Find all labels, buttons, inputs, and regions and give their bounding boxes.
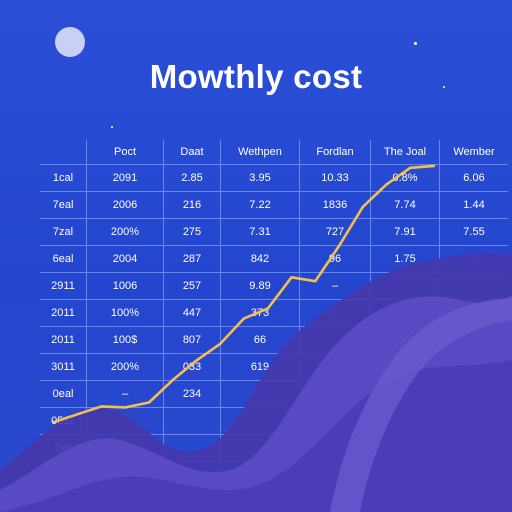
table-cell: 200% <box>86 218 164 246</box>
table-cell: 2091 <box>86 164 164 192</box>
table-cell: 3011 <box>40 353 87 381</box>
table-header-cell: Poct <box>86 140 164 165</box>
table-cell: 216 <box>163 191 221 219</box>
star-decoration <box>443 86 445 88</box>
table-header-cell: Fordlan <box>299 140 371 165</box>
table-cell: 6.06 <box>439 164 508 192</box>
table-cell: 0eal <box>40 380 87 408</box>
table-cell: 7.74 <box>370 191 440 219</box>
table-cell <box>163 407 221 435</box>
table-cell: 200% <box>86 353 164 381</box>
wave-highlight <box>330 298 512 512</box>
series-line <box>52 164 436 424</box>
table-cell: 842 <box>220 245 300 273</box>
table-cell: 257 <box>163 272 221 300</box>
table-header-row: Poct Daat Wethpen Fordlan The Joal Wembe… <box>40 140 508 165</box>
table-cell: 10.33 <box>299 164 371 192</box>
table-cell: 1cal <box>40 164 87 192</box>
table-cell: 447 <box>163 299 221 327</box>
moon-decoration <box>55 27 85 57</box>
table-cell: 7.55 <box>439 218 508 246</box>
table-row: 7eal 2006 216 7.22 1836 7.74 1.44 <box>40 191 508 219</box>
table-cell: 2.85 <box>163 164 221 192</box>
table-header-cell: Daat <box>163 140 221 165</box>
table-cell: 2006 <box>86 191 164 219</box>
table-cell: 2911 <box>40 272 87 300</box>
table-cell: 727 <box>299 218 371 246</box>
table-cell: 1006 <box>86 272 164 300</box>
table-cell: 7zal <box>40 218 87 246</box>
table-cell: 2011 <box>40 299 87 327</box>
table-cell: 234 <box>163 380 221 408</box>
table-cell: 2004 <box>86 245 164 273</box>
table-header-cell: Wember <box>439 140 508 165</box>
table-cell: 7.91 <box>370 218 440 246</box>
table-cell: 7eal <box>40 191 87 219</box>
table-cell: 7.31 <box>220 218 300 246</box>
table-cell: 3.95 <box>220 164 300 192</box>
table-cell: 100$ <box>86 326 164 354</box>
table-header-cell <box>40 140 87 165</box>
table-cell: 6eal <box>40 245 87 273</box>
star-decoration <box>111 126 113 128</box>
table-cell: 2011 <box>40 326 87 354</box>
star-decoration <box>414 42 417 45</box>
table-cell: 275 <box>163 218 221 246</box>
table-header-cell: The Joal <box>370 140 440 165</box>
table-cell: 7.22 <box>220 191 300 219</box>
chart-title: Mowthly cost <box>149 58 363 95</box>
table-row: 7zal 200% 275 7.31 727 7.91 7.55 <box>40 218 508 246</box>
table-header-cell: Wethpen <box>220 140 300 165</box>
table-cell: 100% <box>86 299 164 327</box>
table-cell: 287 <box>163 245 221 273</box>
table-cell: 033 <box>163 353 221 381</box>
table-cell: 1.44 <box>439 191 508 219</box>
